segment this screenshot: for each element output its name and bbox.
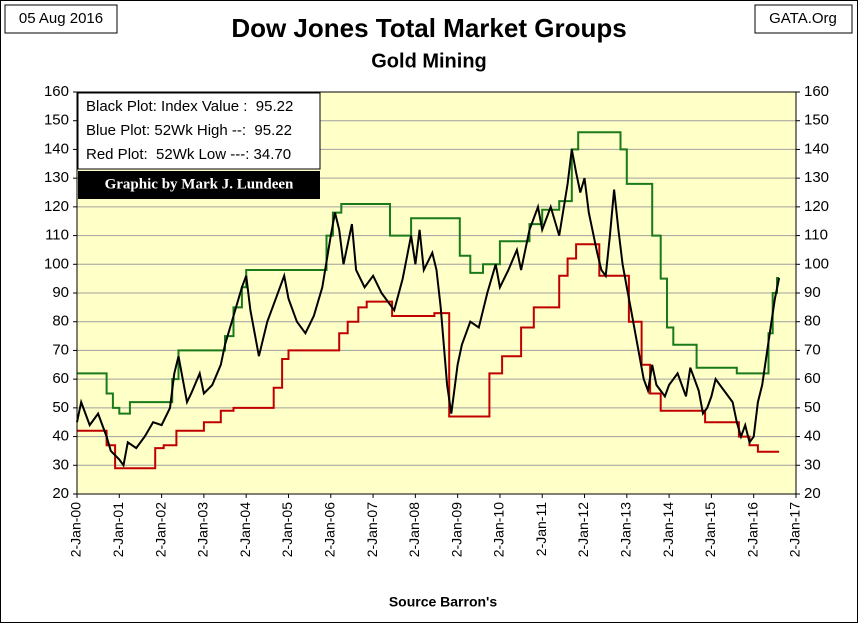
x-tick-label: 2-Jan-16 xyxy=(744,502,760,557)
chart-title: Dow Jones Total Market Groups xyxy=(231,13,626,43)
y-tick-label: 20 xyxy=(52,485,69,502)
lines xyxy=(76,131,781,470)
y-tick-label: 90 xyxy=(52,284,69,301)
y2-tick-label: 100 xyxy=(804,255,829,272)
date-box xyxy=(4,4,118,34)
legend-entry: Blue Plot: 52Wk High --: 95.22 xyxy=(86,122,292,139)
x-axis-label: Source Barron's xyxy=(389,594,498,610)
y-tick-label: 140 xyxy=(44,140,69,157)
x-tick-label: 2-Jan-10 xyxy=(491,502,507,557)
legend-entry: Black Plot: Index Value : 95.22 xyxy=(86,98,293,115)
credit: Graphic by Mark J. Lundeen xyxy=(105,176,294,192)
y-tick-label: 40 xyxy=(52,428,69,445)
x-tick-label: 2-Jan-09 xyxy=(448,502,464,557)
y2-tick-label: 120 xyxy=(804,198,829,215)
x-tick-label: 2-Jan-11 xyxy=(533,502,549,556)
series-line xyxy=(77,131,780,415)
x-tick-label: 2-Jan-02 xyxy=(152,502,168,557)
y-tick-label: 50 xyxy=(52,399,69,416)
y2-tick-label: 160 xyxy=(804,83,829,100)
legend-entry: Red Plot: 52Wk Low ---: 34.70 xyxy=(86,146,291,163)
y-tick-label: 130 xyxy=(44,169,69,186)
site-box xyxy=(754,4,853,34)
y-tick-label: 120 xyxy=(44,198,69,215)
y-tick-label: 150 xyxy=(44,112,69,129)
y-tick-label: 70 xyxy=(52,341,69,358)
chart-subtitle: Gold Mining xyxy=(371,50,487,72)
y2-tick-label: 60 xyxy=(804,370,821,387)
y-tick-label: 30 xyxy=(52,456,69,473)
x-tick-label: 2-Jan-13 xyxy=(618,502,634,557)
x-tick-label: 2-Jan-06 xyxy=(321,502,337,557)
legend-box xyxy=(77,92,321,170)
y2-tick-label: 150 xyxy=(804,112,829,129)
y-tick-label: 100 xyxy=(44,255,69,272)
y2-tick-label: 130 xyxy=(804,169,829,186)
x-tick-label: 2-Jan-01 xyxy=(110,502,126,557)
legend: Black Plot: Index Value : 95.22 Blue Plot… xyxy=(86,98,293,163)
x-tick-label: 2-Jan-03 xyxy=(195,502,211,557)
y-tick-label: 110 xyxy=(45,227,69,244)
y-tick-label: 80 xyxy=(52,313,69,330)
y2-tick-label: 30 xyxy=(804,456,821,473)
y2-tick-label: 80 xyxy=(804,313,821,330)
x-tick-label: 2-Jan-05 xyxy=(279,502,295,557)
y-tick-label: 60 xyxy=(52,370,69,387)
x-tick-label: 2-Jan-07 xyxy=(364,502,380,557)
x-tick-label: 2-Jan-00 xyxy=(68,502,84,557)
credit-box xyxy=(78,171,320,199)
x-tick-label: 2-Jan-12 xyxy=(575,502,591,557)
y2-tick-label: 70 xyxy=(804,341,821,358)
y2-tick-label: 20 xyxy=(804,485,821,502)
date: 05 Aug 2016 xyxy=(19,10,103,27)
site: GATA.Org xyxy=(769,10,837,27)
x-tick-label: 2-Jan-15 xyxy=(702,502,718,557)
x-tick-label: 2-Jan-08 xyxy=(406,502,422,557)
y-tick-label: 160 xyxy=(44,83,69,100)
x-tick-label: 2-Jan-14 xyxy=(660,502,676,557)
y2-tick-label: 110 xyxy=(804,227,828,244)
y2-tick-label: 90 xyxy=(804,284,821,301)
series-line xyxy=(76,149,781,468)
y2-tick-label: 50 xyxy=(804,399,821,416)
x-tick-label: 2-Jan-04 xyxy=(237,502,253,557)
y2-tick-label: 140 xyxy=(804,140,829,157)
y2-tick-label: 40 xyxy=(804,428,821,445)
x-tick-label: 2-Jan-17 xyxy=(787,502,803,557)
